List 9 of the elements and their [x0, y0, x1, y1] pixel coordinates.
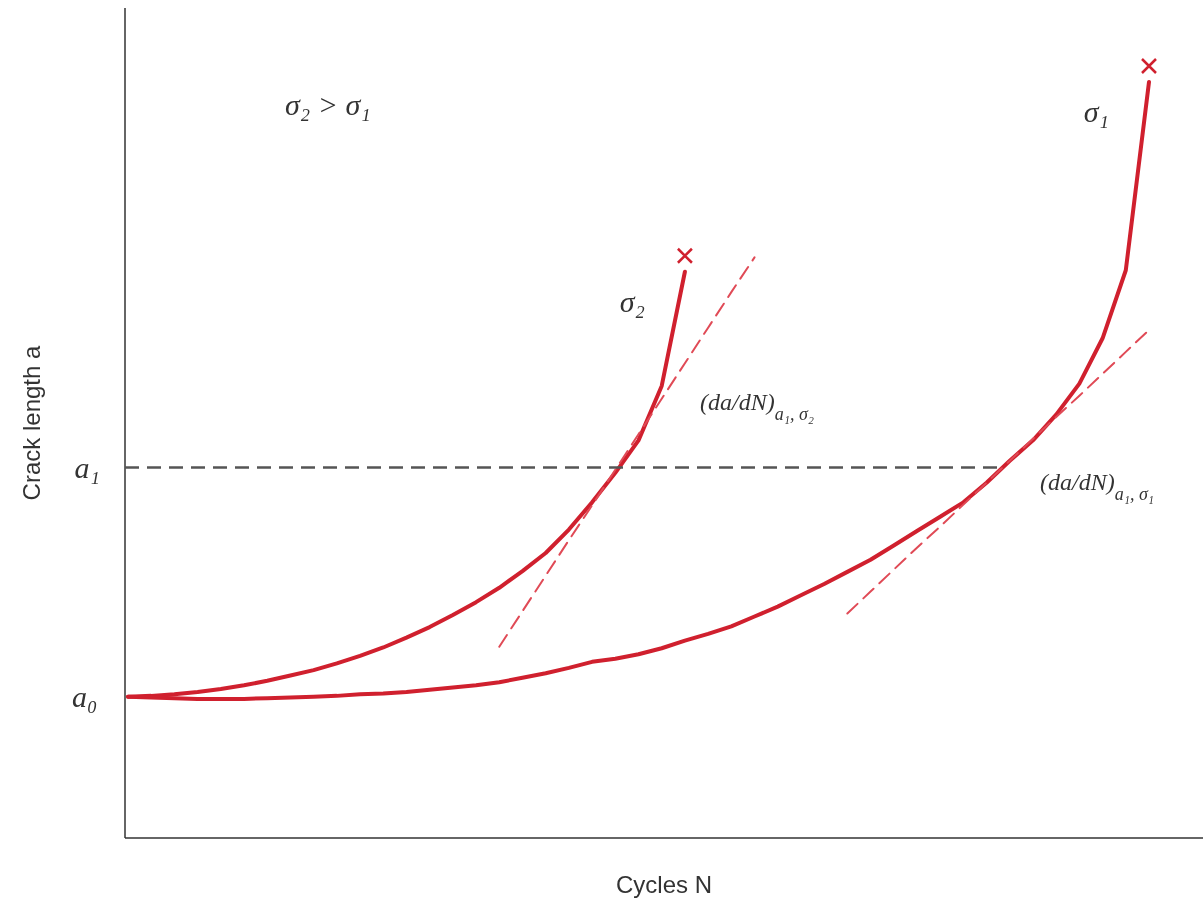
series-label: σ₂ [619, 284, 645, 318]
annotation: (da/dN)$_{a₁, σ₂}$ [700, 389, 815, 424]
y-axis-title: Crack length a [18, 344, 45, 501]
annotation: σ₂ > σ₁ [285, 88, 371, 121]
annotation: (da/dN)$_{a₁, σ₁}$ [1040, 469, 1155, 504]
x-axis-title: Cycles N [615, 871, 713, 898]
ref-line-label: a₁ [74, 450, 100, 484]
series-label: σ₁ [1083, 95, 1109, 128]
text: a₀ [72, 680, 98, 713]
